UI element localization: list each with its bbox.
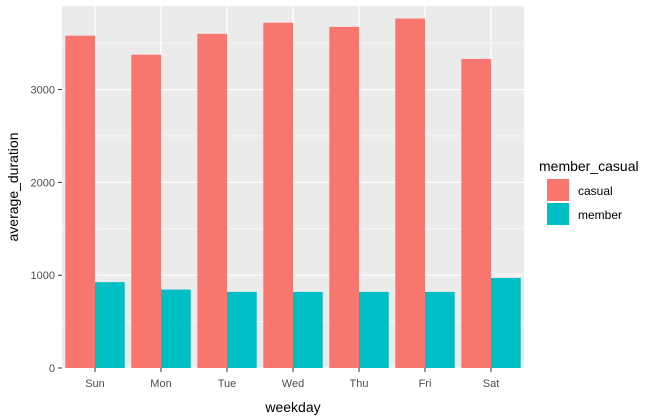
legend-label-member: member [578, 208, 622, 222]
legend-title: member_casual [539, 158, 639, 174]
bar-member-sun [95, 282, 125, 368]
x-tick-label: Mon [150, 378, 171, 390]
bar-member-sat [491, 277, 521, 368]
x-tick-label: Thu [350, 378, 369, 390]
bar-casual-tue [197, 33, 227, 368]
y-tick-label: 3000 [31, 85, 55, 97]
y-tick-label: 1000 [31, 270, 55, 282]
bar-member-fri [425, 291, 455, 368]
legend-key-casual [547, 179, 569, 201]
x-tick-label: Sat [483, 378, 500, 390]
legend-key-member [547, 203, 569, 225]
bar-casual-sun [65, 35, 95, 368]
legend-label-casual: casual [578, 184, 613, 198]
x-tick-label: Wed [282, 378, 304, 390]
bar-casual-wed [263, 22, 293, 368]
x-tick-label: Tue [218, 378, 237, 390]
y-axis-title: average_duration [5, 133, 21, 242]
y-tick-label: 0 [49, 363, 55, 375]
x-axis-title: weekday [264, 399, 320, 415]
legend: member_casual casual member [539, 158, 639, 225]
bar-member-tue [227, 291, 257, 368]
x-tick-label: Sun [85, 378, 105, 390]
x-tick-label: Fri [419, 378, 432, 390]
bar-casual-mon [131, 54, 161, 368]
y-axis: 0 1000 2000 3000 [31, 85, 62, 375]
bar-member-mon [161, 289, 191, 368]
bar-casual-fri [395, 18, 425, 369]
bar-casual-sat [461, 58, 491, 369]
bar-member-thu [359, 291, 389, 368]
bar-member-wed [293, 291, 323, 368]
bars [65, 18, 521, 369]
bar-casual-thu [329, 26, 359, 369]
x-axis: Sun Mon Tue Wed Thu Fri Sat [85, 368, 499, 390]
y-tick-label: 2000 [31, 177, 55, 189]
